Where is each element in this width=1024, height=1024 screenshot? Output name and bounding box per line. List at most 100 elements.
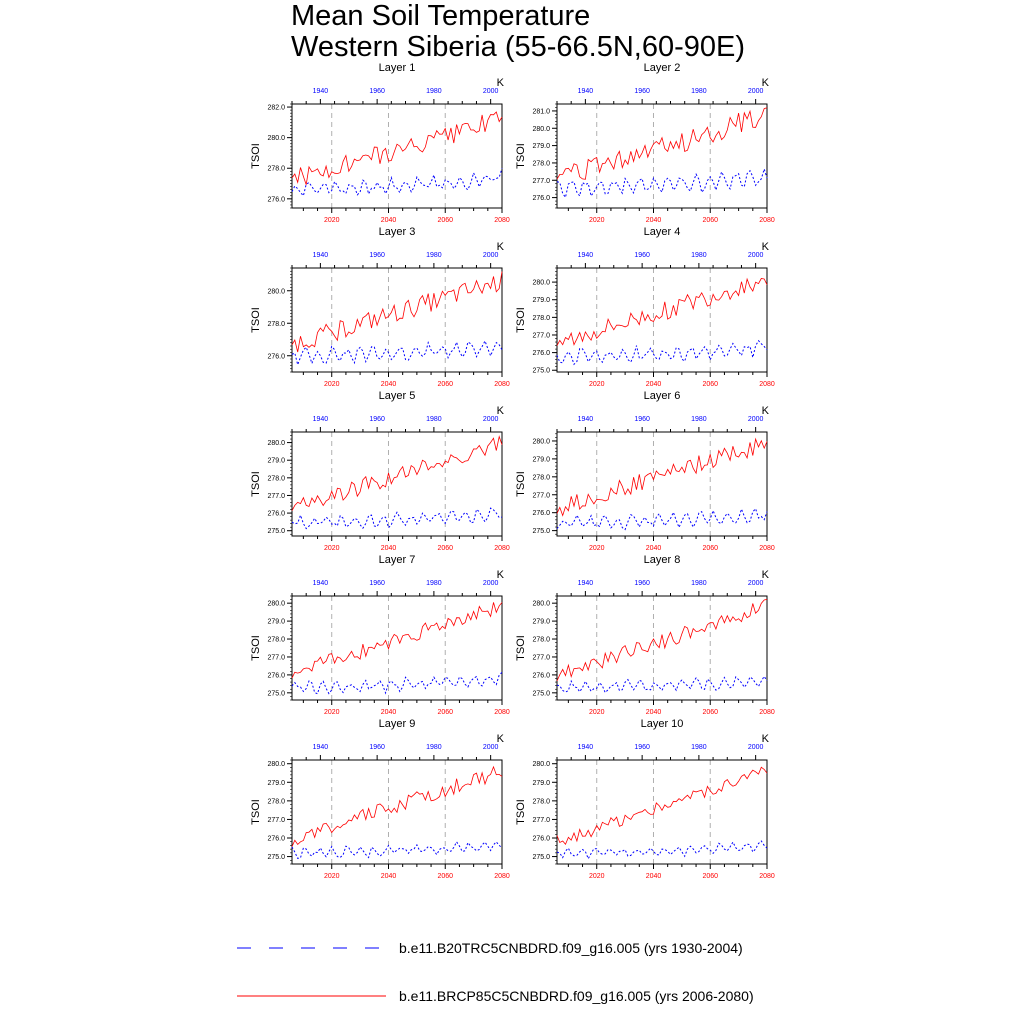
x-tick-label-bottom: 2040 (646, 545, 662, 552)
y-tick-label: 282.0 (267, 105, 285, 112)
plot-frame (291, 103, 503, 209)
x-tick-label-bottom: 2020 (589, 545, 605, 552)
y-tick-label: 276.0 (267, 353, 285, 360)
x-tick-label-top: 1940 (313, 580, 329, 587)
x-tick-label-bottom: 2080 (759, 381, 775, 388)
panel-9: Layer 9 K TSOI 2020 2040 2060 2080 1940 1960 1980… (250, 718, 510, 880)
y-tick-label: 278.0 (532, 637, 550, 644)
x-tick-label-bottom: 2020 (589, 873, 605, 880)
y-tick-label: 277.0 (267, 493, 285, 500)
plot-frame (556, 759, 768, 865)
x-tick-label-top: 1980 (426, 580, 442, 587)
x-tick-label-bottom: 2060 (702, 709, 718, 716)
panel-10: Layer 10 K TSOI 2020 2040 2060 2080 1940 1960 198… (515, 718, 775, 880)
hist-series-line (291, 840, 503, 859)
panel-3: Layer 3 K TSOI 2020 2040 2060 2080 1940 1960 1980… (250, 226, 510, 388)
x-tick-label-top: 1960 (369, 416, 385, 423)
future-series-line (556, 437, 768, 517)
y-tick-label: 278.0 (267, 475, 285, 482)
y-tick-label: 280.0 (267, 135, 285, 142)
units-label: K (762, 569, 770, 581)
y-tick-label: 278.0 (532, 160, 550, 167)
x-tick-label-top: 1960 (369, 580, 385, 587)
y-tick-label: 275.0 (532, 368, 550, 375)
y-tick-label: 277.0 (532, 332, 550, 339)
x-tick-label-bottom: 2080 (494, 873, 510, 880)
y-tick-label: 276.0 (267, 511, 285, 518)
x-tick-label-bottom: 2080 (494, 545, 510, 552)
x-tick-label-top: 1980 (691, 580, 707, 587)
y-tick-label: 278.0 (267, 321, 285, 328)
y-axis-label: TSOI (515, 471, 527, 497)
panel-title: Layer 5 (379, 390, 416, 402)
y-tick-label: 275.0 (532, 690, 550, 697)
y-tick-label: 277.0 (532, 178, 550, 185)
y-tick-label: 275.0 (267, 690, 285, 697)
x-tick-label-top: 1960 (634, 252, 650, 259)
legend: b.e11.B20TRC5CNBDRD.f09_g16.005 (yrs 193… (237, 940, 754, 1004)
hist-series-line (291, 339, 503, 367)
x-tick-label-bottom: 2020 (324, 545, 340, 552)
x-tick-label-bottom: 2040 (646, 217, 662, 224)
y-axis-label: TSOI (515, 143, 527, 169)
x-tick-label-top: 1960 (369, 252, 385, 259)
y-tick-label: 276.0 (267, 672, 285, 679)
y-tick-label: 279.0 (532, 297, 550, 304)
hist-series-line (291, 507, 503, 530)
x-tick-label-top: 1940 (578, 744, 594, 751)
x-tick-label-top: 1980 (426, 416, 442, 423)
units-label: K (497, 77, 505, 89)
panel-title: Layer 9 (379, 718, 416, 730)
y-tick-label: 279.0 (267, 780, 285, 787)
x-tick-label-bottom: 2020 (589, 217, 605, 224)
x-tick-label-bottom: 2040 (381, 873, 397, 880)
panel-5: Layer 5 K TSOI 2020 2040 2060 2080 1940 1960 1980… (250, 390, 510, 552)
x-tick-label-bottom: 2060 (702, 873, 718, 880)
y-tick-label: 280.0 (267, 440, 285, 447)
x-tick-label-top: 1960 (634, 416, 650, 423)
y-tick-label: 276.0 (267, 836, 285, 843)
panel-4: Layer 4 K TSOI 2020 2040 2060 2080 1940 1960 1980… (515, 226, 775, 388)
panel-title: Layer 2 (644, 62, 681, 74)
panel-grid: Layer 1 K TSOI 2020 2040 2060 2080 1940 1960 1980… (250, 62, 775, 880)
x-tick-label-bottom: 2060 (437, 873, 453, 880)
y-tick-label: 278.0 (532, 798, 550, 805)
x-tick-label-top: 2000 (483, 416, 499, 423)
x-tick-label-bottom: 2020 (324, 873, 340, 880)
x-tick-label-bottom: 2040 (646, 381, 662, 388)
panel-title: Layer 4 (644, 226, 681, 238)
panel-title: Layer 1 (379, 62, 416, 74)
x-tick-label-top: 1940 (313, 88, 329, 95)
units-label: K (497, 241, 505, 253)
x-tick-label-top: 1980 (426, 252, 442, 259)
y-tick-label: 280.0 (532, 126, 550, 133)
y-tick-label: 276.0 (532, 672, 550, 679)
x-tick-label-top: 2000 (483, 252, 499, 259)
hist-series-line (291, 672, 503, 695)
hist-series-line (556, 675, 768, 694)
units-label: K (497, 405, 505, 417)
y-tick-label: 278.0 (267, 166, 285, 173)
x-tick-label-top: 2000 (483, 744, 499, 751)
x-tick-label-bottom: 2060 (702, 545, 718, 552)
y-tick-label: 276.0 (532, 510, 550, 517)
y-tick-label: 278.0 (267, 798, 285, 805)
x-tick-label-top: 1940 (313, 416, 329, 423)
x-tick-label-top: 2000 (748, 88, 764, 95)
panel-title: Layer 8 (644, 554, 681, 566)
y-tick-label: 278.0 (532, 315, 550, 322)
x-tick-label-top: 1960 (634, 744, 650, 751)
y-axis-label: TSOI (250, 471, 262, 497)
future-series-line (556, 107, 768, 180)
y-tick-label: 280.0 (267, 601, 285, 608)
y-tick-label: 275.0 (267, 854, 285, 861)
future-series-line (291, 271, 503, 353)
y-tick-label: 280.0 (532, 761, 550, 768)
hist-series-line (556, 339, 768, 366)
x-tick-label-top: 2000 (748, 416, 764, 423)
x-tick-label-bottom: 2020 (589, 709, 605, 716)
x-tick-label-top: 1940 (578, 580, 594, 587)
future-series-line (291, 435, 503, 511)
y-tick-label: 276.0 (267, 196, 285, 203)
